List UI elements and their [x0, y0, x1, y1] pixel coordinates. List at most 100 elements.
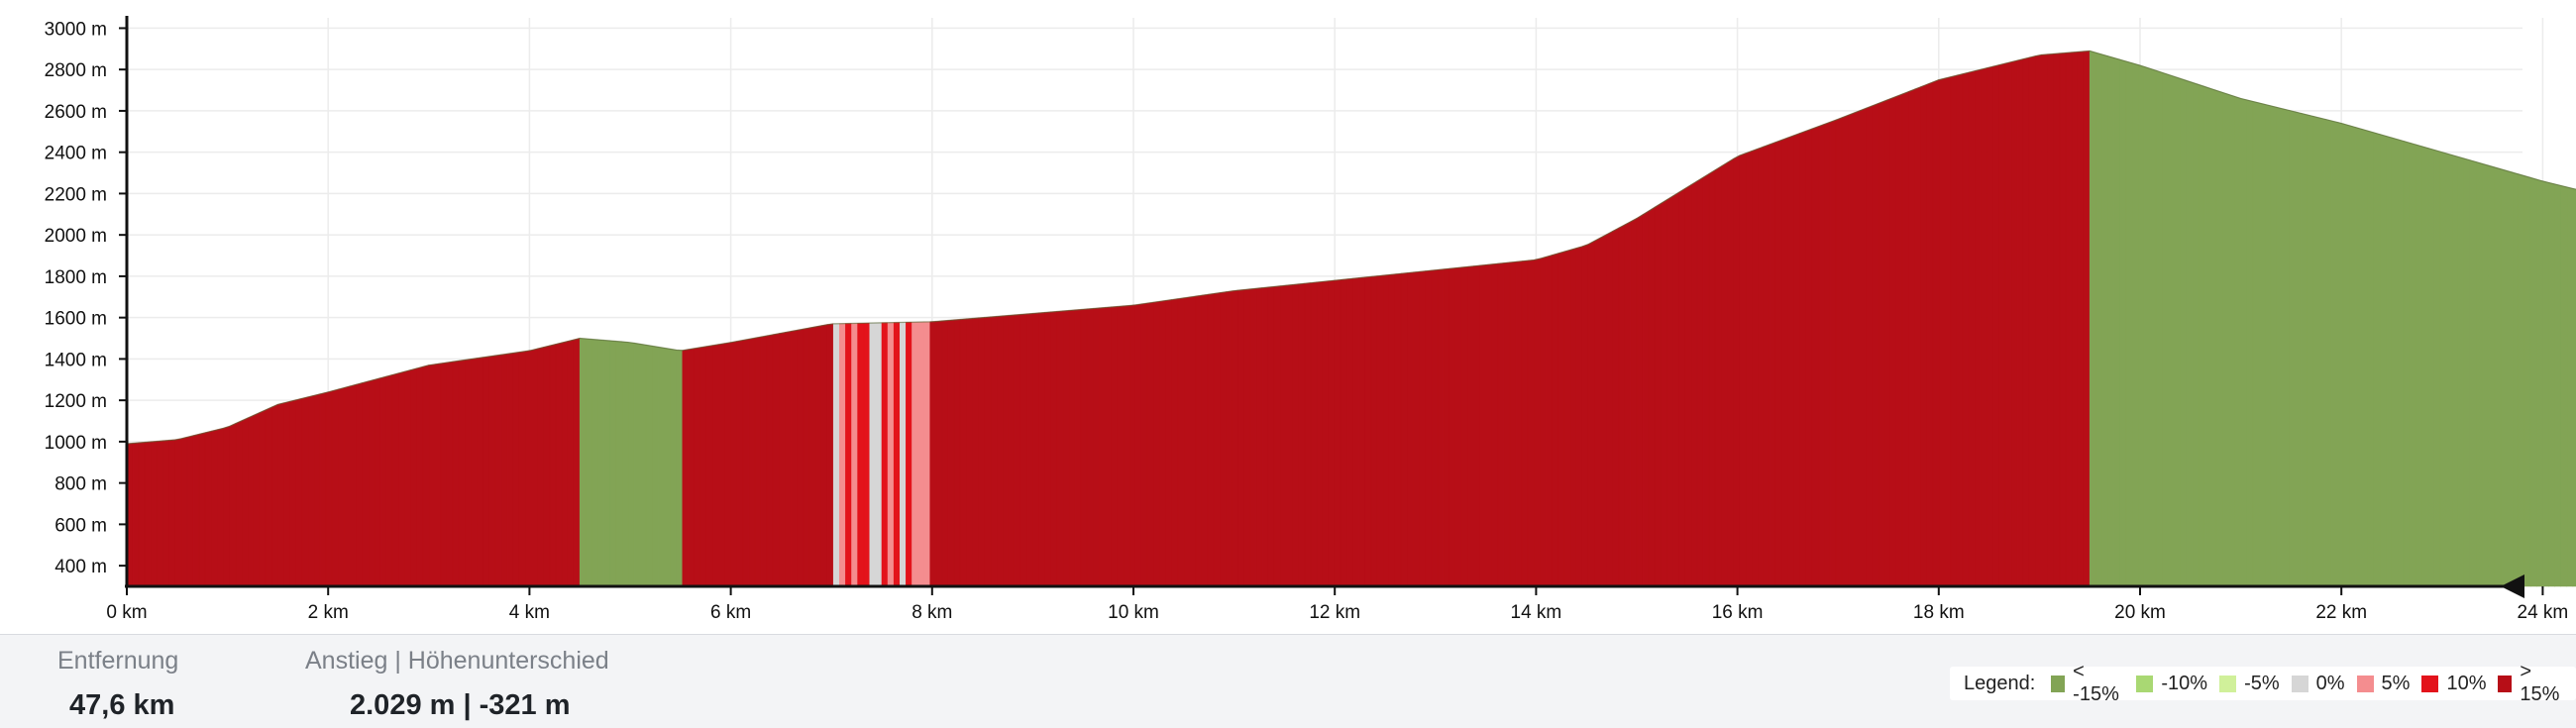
gradient-bar — [639, 344, 647, 587]
gradient-bar — [2192, 81, 2200, 587]
gradient-bar — [2028, 55, 2036, 587]
gradient-bar — [2566, 186, 2574, 587]
gradient-bar — [2457, 156, 2465, 587]
gradient-bar — [2554, 183, 2561, 587]
y-tick-label: 1800 m — [45, 267, 107, 288]
gradient-bar — [2143, 65, 2151, 587]
gradient-bar — [1201, 293, 1209, 587]
x-tick-label: 22 km — [2315, 602, 2367, 623]
x-tick-label: 2 km — [308, 602, 349, 623]
gradient-bar — [1774, 139, 1782, 587]
gradient-bar — [494, 354, 502, 587]
gradient-bar — [917, 321, 924, 587]
gradient-bar — [325, 390, 333, 587]
gradient-bar — [1848, 112, 1855, 587]
gradient-bar — [2083, 51, 2091, 587]
gradient-bar — [471, 358, 478, 587]
gradient-bar — [1860, 107, 1867, 587]
gradient-bar — [1267, 286, 1275, 587]
gradient-bar — [1557, 251, 1565, 587]
gradient-bar — [1050, 311, 1058, 587]
legend-item: < -15% — [2051, 661, 2124, 706]
legend-label: 10% — [2446, 672, 2487, 694]
gradient-bar — [2355, 127, 2362, 587]
gradient-bar — [935, 320, 943, 587]
gradient-bar — [2500, 168, 2508, 587]
gradient-bar — [2119, 58, 2127, 587]
gradient-bar — [1829, 119, 1837, 587]
gradient-bar — [2312, 116, 2320, 587]
legend-label: -10% — [2161, 672, 2208, 694]
gradient-bar — [1159, 300, 1166, 587]
gradient-bar — [820, 324, 828, 587]
climb-value: 2.029 m | -321 m — [350, 689, 571, 721]
gradient-bar — [271, 403, 278, 587]
gradient-bar — [2433, 149, 2441, 587]
gradient-bar — [1346, 277, 1353, 587]
gradient-bar — [1569, 248, 1577, 587]
gradient-bar — [301, 396, 309, 587]
gradient-bar — [506, 353, 514, 587]
gradient-bar — [688, 348, 696, 587]
gradient-bar — [1364, 275, 1372, 587]
gradient-bar — [1002, 315, 1010, 587]
gradient-bar — [2415, 144, 2422, 587]
gradient-bar — [1835, 117, 1843, 587]
gradient-bar — [1563, 249, 1571, 587]
gradient-bar — [223, 425, 230, 587]
gradient-bar — [1388, 273, 1396, 587]
y-tick-label: 800 m — [54, 474, 107, 495]
gradient-bar — [845, 323, 852, 587]
gradient-bar — [2270, 105, 2278, 587]
gradient-bar — [1975, 68, 1982, 587]
gradient-bar — [748, 337, 756, 587]
gradient-bar — [465, 359, 472, 587]
gradient-bar — [645, 345, 653, 587]
gradient-bar — [247, 414, 255, 587]
gradient-bar — [2107, 55, 2114, 587]
gradient-bar — [1394, 272, 1402, 587]
x-tick-label: 4 km — [509, 602, 550, 623]
gradient-bar — [839, 323, 846, 587]
gradient-bar — [186, 435, 194, 587]
chart-svg: 400 m 600 m 800 m 1000 m 1200 m 1400 m 1600 m 1… — [45, 16, 2576, 623]
gradient-bar — [2162, 71, 2169, 587]
gradient-bar — [597, 339, 604, 587]
gradient-bar — [1509, 260, 1517, 587]
x-tick-label: 10 km — [1108, 602, 1159, 623]
gradient-bar — [2047, 53, 2054, 587]
gradient-bar — [2301, 113, 2308, 587]
gradient-bar — [1080, 308, 1088, 587]
gradient-bar — [410, 367, 417, 587]
gradient-bar — [1895, 93, 1903, 587]
gradient-bar — [1793, 133, 1800, 587]
gradient-bar — [180, 436, 188, 587]
gradient-bar — [1183, 296, 1191, 587]
gradient-bar — [609, 340, 617, 587]
gradient-bars — [126, 50, 2576, 587]
gradient-bar — [2385, 135, 2393, 587]
x-tick-label: 14 km — [1511, 602, 1562, 623]
gradient-bar — [1099, 307, 1106, 587]
gradient-bar — [567, 339, 575, 587]
gradient-bar — [2149, 67, 2157, 587]
gradient-bar — [1213, 292, 1221, 587]
gradient-bar — [1926, 81, 1934, 587]
gradient-bar — [458, 360, 466, 587]
gradient-bar — [379, 375, 387, 587]
gradient-bar — [1431, 269, 1439, 587]
gradient-bar — [1932, 79, 1940, 587]
gradient-bar — [1889, 95, 1897, 587]
gradient-bar — [2445, 153, 2453, 587]
gradient-bar — [1986, 65, 1993, 587]
gradient-bar — [1527, 260, 1535, 587]
gradient-bar — [2506, 169, 2514, 587]
gradient-bar — [621, 341, 629, 587]
gradient-bar — [446, 361, 454, 587]
gradient-bar — [1787, 135, 1794, 587]
gradient-bar — [1467, 265, 1474, 587]
gradient-bar — [1672, 191, 1679, 587]
climb-stat: Anstieg | Höhenunterschied 2.029 m | -32… — [305, 647, 609, 722]
gradient-bar — [1575, 246, 1583, 587]
legend-swatch — [2498, 675, 2513, 692]
